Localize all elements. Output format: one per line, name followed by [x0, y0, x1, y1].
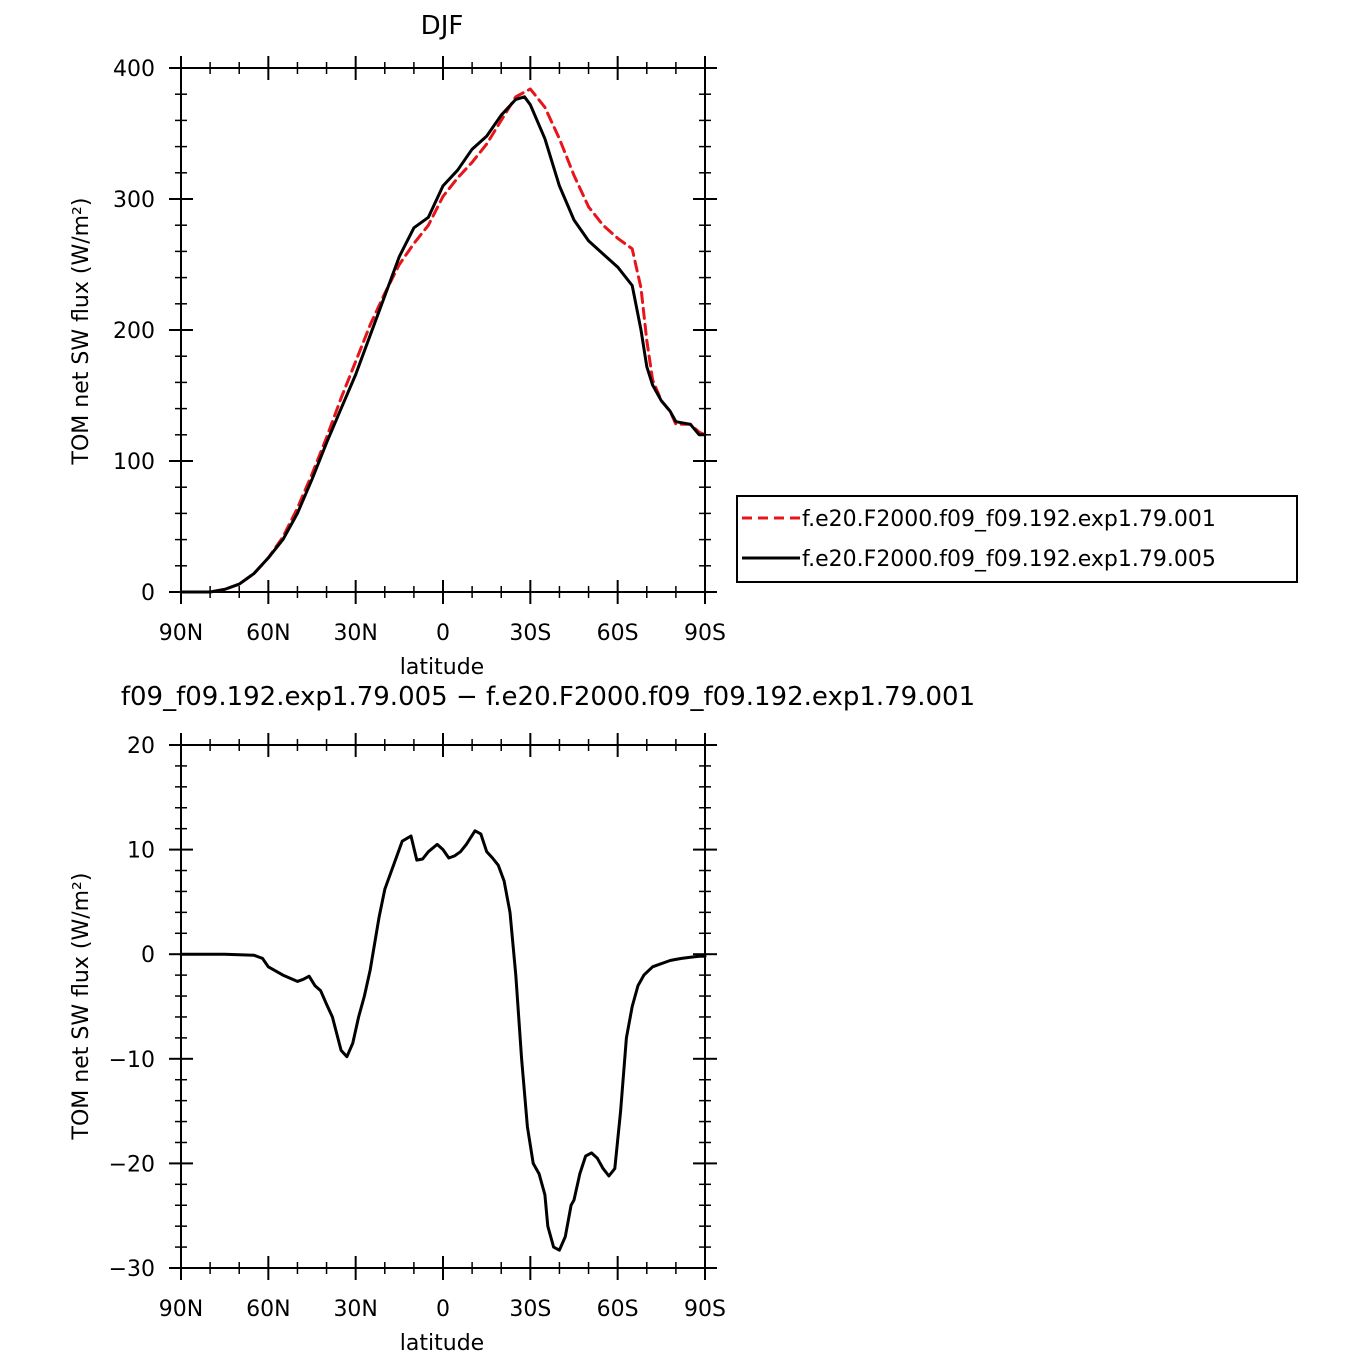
- bottom-x-tick-label: 30S: [509, 1297, 551, 1322]
- legend-label-exp005: f.e20.F2000.f09_f09.192.exp1.79.005: [802, 547, 1216, 572]
- top-y-axis-title: TOM net SW flux (W/m²): [69, 198, 94, 466]
- top-x-axis-title: latitude: [400, 655, 484, 680]
- legend: f.e20.F2000.f09_f09.192.exp1.79.001 f.e2…: [736, 495, 1298, 583]
- bottom-series-line-0: [179, 829, 707, 1252]
- top-x-tick-label: 90S: [684, 621, 726, 646]
- legend-label-exp001: f.e20.F2000.f09_f09.192.exp1.79.001: [802, 507, 1216, 532]
- top-x-tick-label: 30N: [333, 621, 377, 646]
- bottom-x-tick-label: 60S: [597, 1297, 639, 1322]
- bottom-y-tick-label: 0: [141, 943, 155, 968]
- bottom-x-tick-label: 60N: [246, 1297, 290, 1322]
- top-y-tick-label: 300: [113, 188, 155, 213]
- bottom-plot-frame: [180, 744, 706, 1269]
- top-series-line-0: [179, 87, 707, 594]
- bottom-x-axis-title: latitude: [400, 1331, 484, 1356]
- bottom-y-tick-label: −30: [109, 1257, 155, 1282]
- bottom-y-tick-label: −10: [109, 1048, 155, 1073]
- top-x-tick-label: 90N: [159, 621, 203, 646]
- top-plot-title: DJF: [421, 11, 464, 41]
- bottom-x-tick-label: 0: [436, 1297, 450, 1322]
- top-x-tick-label: 60S: [597, 621, 639, 646]
- top-plot-frame: [180, 67, 706, 593]
- legend-box: [736, 495, 1298, 583]
- bottom-x-tick-label: 90S: [684, 1297, 726, 1322]
- top-y-tick-label: 200: [113, 319, 155, 344]
- bottom-x-tick-label: 30N: [333, 1297, 377, 1322]
- top-series-line-1: [179, 95, 707, 594]
- bottom-x-tick-label: 90N: [159, 1297, 203, 1322]
- top-y-tick-label: 400: [113, 57, 155, 82]
- bottom-panel: f09_f09.192.exp1.79.005 − f.e20.F2000.f0…: [69, 682, 975, 1356]
- top-panel: DJF TOM net SW flux (W/m²) latitude 90N 6…: [69, 11, 1298, 680]
- top-y-tick-label: 0: [141, 581, 155, 606]
- top-x-tick-label: 60N: [246, 621, 290, 646]
- top-plot-area: 90N 60N 30N 0 30S 60S 90S 0 100 200 300 400: [113, 56, 726, 646]
- top-x-tick-label: 30S: [509, 621, 551, 646]
- bottom-y-tick-label: 20: [127, 734, 155, 759]
- bottom-plot-area: 90N 60N 30N 0 30S 60S 90S −30 −20 −10 0 10 20: [109, 733, 726, 1322]
- top-x-tick-label: 0: [436, 621, 450, 646]
- bottom-plot-title: f09_f09.192.exp1.79.005 − f.e20.F2000.f0…: [121, 682, 975, 712]
- bottom-y-axis-title: TOM net SW flux (W/m²): [69, 873, 94, 1141]
- bottom-y-tick-label: −20: [109, 1152, 155, 1177]
- top-y-tick-label: 100: [113, 450, 155, 475]
- bottom-y-tick-label: 10: [127, 839, 155, 864]
